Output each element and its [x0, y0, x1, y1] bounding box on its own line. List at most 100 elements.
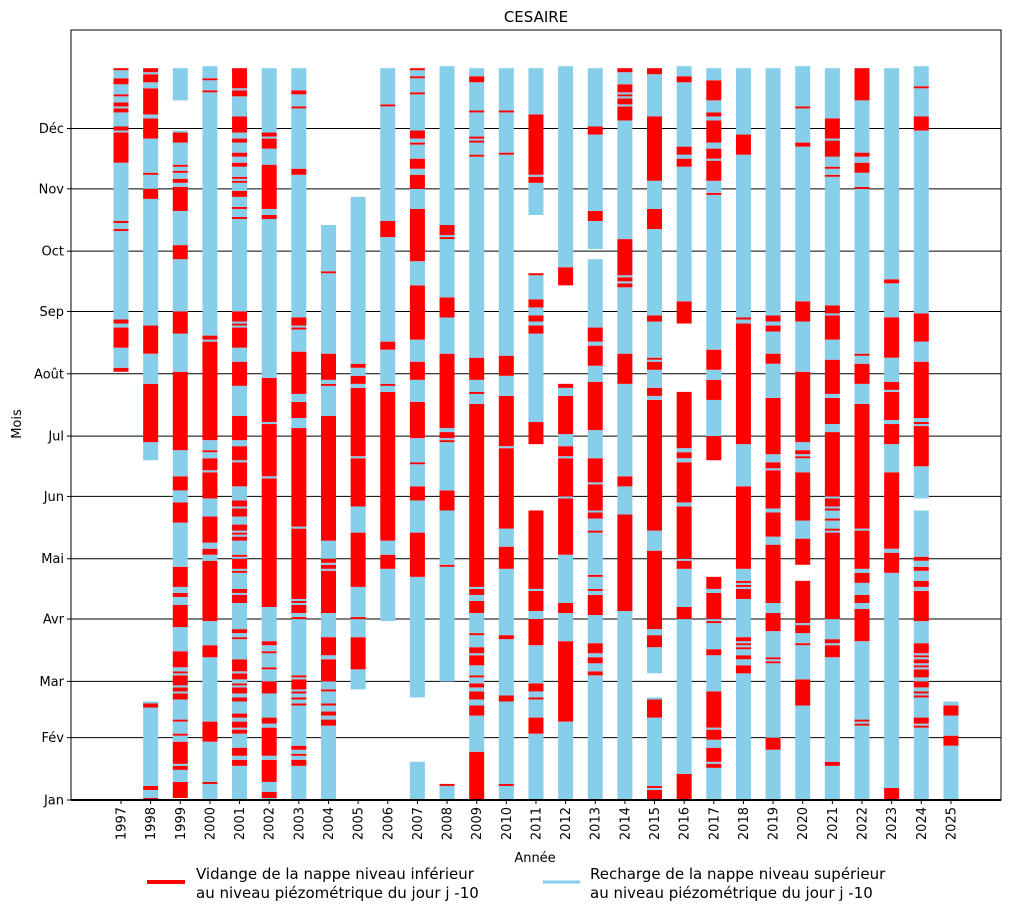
- bar-segment-recharge: [143, 789, 159, 798]
- bar-segment-vidange: [232, 729, 248, 734]
- bar-segment-vidange: [913, 681, 929, 688]
- bar-segment-recharge: [469, 156, 485, 358]
- bar-segment-vidange: [469, 600, 485, 614]
- bar-segment-recharge: [824, 496, 840, 499]
- y-axis-label: Mois: [10, 409, 25, 439]
- bar-segment-vidange: [676, 506, 692, 559]
- bar-segment-vidange: [795, 580, 811, 624]
- bar-segment-recharge: [232, 679, 248, 684]
- bar-segment-vidange: [232, 594, 248, 603]
- bar-segment-vidange: [409, 532, 425, 577]
- bar-segment-vidange: [232, 558, 248, 569]
- bar-segment-recharge: [587, 653, 603, 658]
- bar-segment-vidange: [232, 361, 248, 386]
- bar-segment-recharge: [261, 68, 277, 133]
- bar-segment-vidange: [232, 68, 248, 89]
- bar-segment-vidange: [765, 544, 781, 603]
- bar-segment-vidange: [172, 675, 188, 686]
- bar-segment-vidange: [913, 566, 929, 571]
- bar-segment-vidange: [676, 146, 692, 155]
- bar-segment-recharge: [380, 540, 396, 555]
- bar-segment-vidange: [380, 104, 396, 107]
- bar-segment-recharge: [676, 619, 692, 774]
- bar-segment-vidange: [350, 532, 366, 587]
- bar-segment-recharge: [172, 769, 188, 782]
- bar-segment-recharge: [291, 689, 307, 692]
- bar-segment-vidange: [706, 592, 722, 620]
- bar-segment-vidange: [913, 426, 929, 467]
- bar-segment-vidange: [409, 462, 425, 465]
- bar-segment-vidange: [291, 759, 307, 766]
- bar-segment-recharge: [795, 623, 811, 626]
- bar-segment-recharge: [439, 566, 455, 682]
- bar-segment-vidange: [735, 665, 751, 674]
- bar-segment-recharge: [409, 70, 425, 77]
- bar-segment-recharge: [232, 592, 248, 595]
- bar-segment-recharge: [232, 572, 248, 589]
- bar-segment-recharge: [320, 385, 336, 417]
- bar-segment-recharge: [943, 715, 959, 736]
- year-column-2004: [320, 225, 336, 800]
- x-tick-label: 1998: [144, 807, 159, 840]
- bar-segment-recharge: [261, 723, 277, 728]
- bar-segment-recharge: [232, 727, 248, 730]
- bar-segment-vidange: [528, 697, 544, 700]
- y-tick-label: Août: [34, 367, 64, 382]
- bar-segment-vidange: [202, 721, 218, 742]
- bar-segment-recharge: [409, 438, 425, 463]
- bar-segment-vidange: [587, 574, 603, 577]
- bar-segment-recharge: [202, 92, 218, 336]
- bar-segment-recharge: [232, 556, 248, 559]
- bar-segment-recharge: [528, 611, 544, 620]
- bar-segment-vidange: [172, 371, 188, 451]
- bar-segment-recharge: [498, 568, 514, 636]
- bar-segment-vidange: [172, 566, 188, 587]
- bar-segment-recharge: [291, 325, 307, 328]
- bar-segment-vidange: [320, 383, 336, 386]
- bar-segment-recharge: [232, 685, 248, 688]
- bar-segment-recharge: [469, 613, 485, 634]
- bar-segment-recharge: [854, 156, 870, 163]
- bar-segment-vidange: [824, 532, 840, 620]
- bar-segment-vidange: [291, 401, 307, 419]
- bar-segment-recharge: [232, 701, 248, 714]
- bar-segment-recharge: [913, 653, 929, 656]
- bar-segment-recharge: [558, 66, 574, 268]
- bar-segment-recharge: [647, 321, 663, 358]
- bar-segment-recharge: [261, 645, 277, 652]
- bar-segment-recharge: [795, 66, 811, 107]
- x-tick-label: 2007: [411, 807, 426, 840]
- bar-segment-vidange: [617, 277, 633, 282]
- bar-segment-recharge: [232, 440, 248, 447]
- x-tick-label: 2002: [263, 807, 278, 840]
- bar-segment-vidange: [824, 761, 840, 766]
- bar-segment-recharge: [558, 387, 574, 396]
- year-column-1999: [172, 68, 188, 798]
- bar-segment-vidange: [172, 132, 188, 143]
- bar-segment-vidange: [409, 174, 425, 189]
- bar-segment-vidange: [647, 208, 663, 230]
- bar-segment-vidange: [913, 725, 929, 728]
- bar-segment-recharge: [172, 333, 188, 372]
- bar-segment-recharge: [409, 168, 425, 175]
- bar-segment-recharge: [854, 188, 870, 354]
- bar-segment-recharge: [854, 528, 870, 531]
- bar-segment-recharge: [202, 542, 218, 549]
- bar-segment-recharge: [143, 114, 159, 119]
- bar-segment-vidange: [380, 341, 396, 350]
- bar-segment-vidange: [469, 136, 485, 139]
- bar-segment-recharge: [528, 333, 544, 423]
- bar-segment-recharge: [291, 526, 307, 529]
- bar-segment-recharge: [824, 520, 840, 529]
- bar-segment-vidange: [261, 651, 277, 654]
- bar-segment-recharge: [113, 70, 129, 79]
- legend-item-vidange: Vidange de la nappe niveau inférieur au …: [147, 865, 479, 902]
- bar-segment-recharge: [261, 476, 277, 479]
- bar-segment-vidange: [380, 383, 396, 386]
- bar-segment-vidange: [409, 208, 425, 262]
- bar-segment-vidange: [143, 785, 159, 790]
- bar-segment-vidange: [469, 403, 485, 587]
- bar-segment-recharge: [647, 180, 663, 209]
- x-tick-label: 2004: [322, 807, 337, 840]
- chart-title: CESAIRE: [504, 8, 568, 26]
